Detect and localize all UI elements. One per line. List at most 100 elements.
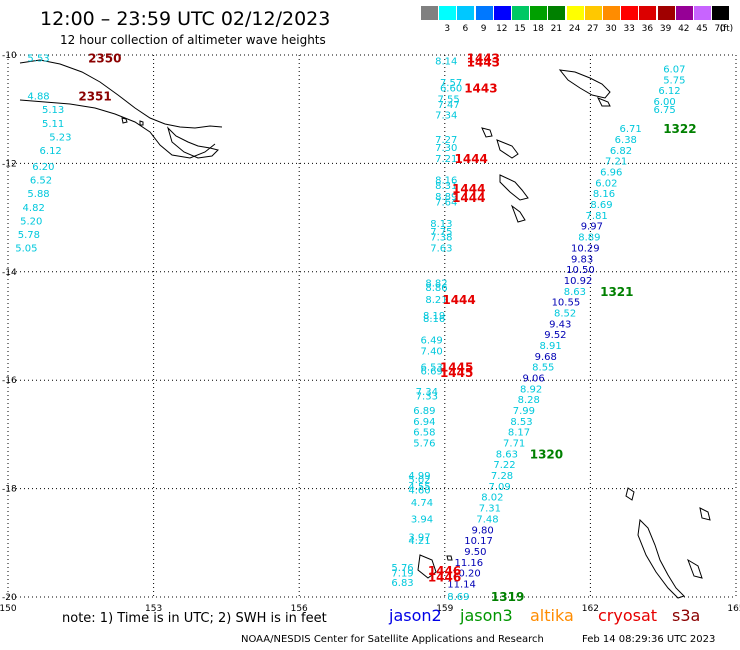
pass-time-label: 1445 — [440, 366, 473, 380]
coast-santa-cruz — [558, 69, 611, 99]
swh-value: 7.22 — [493, 460, 515, 471]
pass-time-label: 2351 — [78, 90, 111, 104]
coast-solomon-3 — [499, 174, 529, 201]
pass-time-label: 1322 — [663, 122, 696, 136]
lat-tick-label: -18 — [2, 485, 17, 495]
swh-value: 5.76 — [413, 439, 435, 450]
swh-value: 5.20 — [20, 216, 42, 227]
swh-value: 8.02 — [481, 493, 503, 504]
swh-value: 5.53 — [27, 54, 49, 65]
satellite-label-jason3: jason3 — [460, 606, 513, 625]
swh-value: 5.23 — [49, 132, 71, 143]
pass-time-label: 1320 — [530, 447, 563, 461]
map-subtitle: 12 hour collection of altimeter wave hei… — [60, 33, 326, 47]
swh-value: 8.55 — [532, 363, 554, 374]
legend-swatch — [493, 6, 511, 20]
lon-tick-label: 159 — [436, 604, 453, 614]
swh-value: 7.27 — [435, 135, 457, 146]
legend-label: 21 — [550, 24, 563, 34]
legend-label: 9 — [480, 24, 487, 34]
swh-value: 9.50 — [464, 547, 486, 558]
coast-loyalty-3 — [687, 558, 703, 579]
swh-value: 7.48 — [476, 514, 498, 525]
legend-swatch — [530, 6, 548, 20]
swh-value: 8.16 — [423, 314, 445, 325]
pass-time-label: 2350 — [88, 52, 121, 66]
swh-value: 7.33 — [416, 391, 438, 402]
legend-label: 42 — [678, 24, 690, 34]
swh-value: 7.09 — [488, 482, 510, 493]
swh-value: 8.92 — [520, 384, 542, 395]
swh-value: 6.38 — [615, 135, 637, 146]
lat-tick-label: -16 — [2, 376, 17, 386]
swh-value: 10.17 — [464, 536, 493, 547]
pass-time-label: 1444 — [442, 293, 475, 307]
legend-swatch — [566, 6, 584, 20]
swh-value: 8.28 — [518, 395, 540, 406]
swh-value: 7.34 — [416, 387, 438, 398]
swh-value: 4.82 — [23, 203, 45, 214]
legend-label: 3 — [444, 24, 451, 34]
legend-swatch — [712, 6, 730, 20]
coast-loyalty-2 — [699, 507, 711, 521]
swh-value: 6.89 — [413, 406, 435, 417]
pass-time-label: 1443 — [467, 56, 500, 70]
pass-time-label: 1446 — [428, 564, 461, 578]
swh-value: 7.71 — [503, 439, 525, 450]
legend-label: 33 — [623, 24, 635, 34]
coast-chesterfield — [417, 554, 437, 579]
swh-value: 10.20 — [452, 569, 481, 580]
coast-solomon-1 — [481, 127, 493, 138]
swh-value: 9.52 — [544, 330, 566, 341]
pass-time-label: 1319 — [491, 590, 524, 604]
swh-value: 7.19 — [391, 569, 413, 580]
swh-value: 8.19 — [423, 311, 445, 322]
coast-islet-b — [139, 120, 144, 126]
swh-value: 8.69 — [447, 592, 469, 603]
map-title: 12:00 – 23:59 UTC 02/12/2023 — [40, 8, 331, 30]
swh-value: 8.86 — [425, 283, 447, 294]
swh-value: 7.75 — [430, 227, 452, 238]
swh-value: 11.16 — [455, 558, 484, 569]
swh-value: 7.64 — [435, 197, 457, 208]
legend-swatch — [639, 6, 657, 20]
lon-tick-label: 156 — [291, 604, 308, 614]
footer-note: note: 1) Time is in UTC; 2) SWH is in fe… — [62, 611, 327, 626]
swh-value: 7.99 — [513, 406, 535, 417]
pass-time-label: 1443 — [464, 82, 497, 96]
swh-value: 8.89 — [578, 233, 600, 244]
coast-bougainville — [166, 126, 219, 159]
legend-swatch — [421, 6, 438, 20]
pass-times: 2350235114431443144314441444144414441445… — [78, 52, 696, 604]
swh-value: 6.71 — [620, 124, 642, 135]
swh-value: 4.74 — [411, 498, 433, 509]
lon-tick-label: 162 — [582, 604, 599, 614]
swh-value: 10.92 — [564, 276, 593, 287]
lat-tick-label: -20 — [2, 593, 17, 603]
swh-value: 8.13 — [430, 219, 452, 230]
swh-value: 5.76 — [391, 563, 413, 574]
swh-value: 9.97 — [581, 222, 603, 233]
swh-value: 5.88 — [27, 189, 49, 200]
swh-value: 8.31 — [435, 181, 457, 192]
pass-time-label: 1444 — [452, 191, 485, 205]
swh-value: 8.16 — [593, 189, 615, 200]
legend-label: 70 — [714, 24, 726, 34]
swh-value: 7.63 — [430, 243, 452, 254]
lat-tick-label: -14 — [2, 268, 17, 278]
swh-value: 6.75 — [653, 105, 675, 116]
swh-value: 7.81 — [586, 211, 608, 222]
swh-value: 3.94 — [411, 514, 433, 525]
swh-value: 7.21 — [605, 157, 627, 168]
coast-new-caledonia — [637, 518, 685, 599]
swh-value: 6.12 — [658, 86, 680, 97]
graticule — [7, 54, 737, 598]
satellite-label-altika: altika — [530, 606, 574, 625]
swh-value: 6.60 — [440, 84, 462, 95]
swh-value: 6.58 — [413, 428, 435, 439]
legend-swatch — [457, 6, 475, 20]
swh-value: 8.63 — [564, 287, 586, 298]
coast-islet-c — [446, 555, 453, 561]
